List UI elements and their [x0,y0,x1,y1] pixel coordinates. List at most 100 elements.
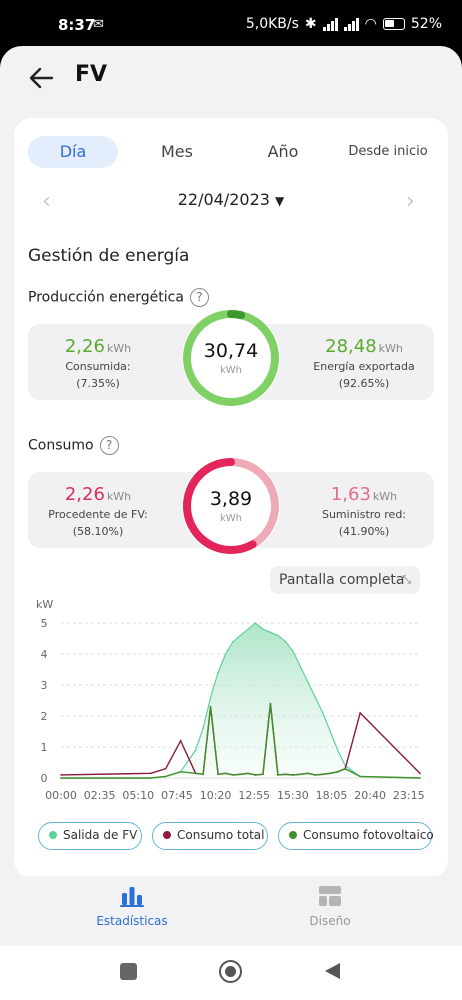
series-pv-output-point [314,696,317,699]
legend-pv-output[interactable]: Salida de FV [38,822,142,850]
fullscreen-button[interactable]: Pantalla completa ⤡ [270,566,420,594]
series-pv-consumption-point [307,772,309,775]
series-pv-output-point [247,628,249,630]
series-pv-consumption-point [149,777,152,779]
consumption-grid-percent: (41.90%) [338,525,390,538]
series-pv-consumption-point [314,774,317,776]
chart-legend: Salida de FV Consumo total Consumo fotov… [38,822,438,850]
production-total-unit: kWh [219,365,243,376]
back-triangle-icon[interactable] [322,961,342,981]
series-total-consumption-point [359,712,361,714]
x-tick-label: 18:05 [316,789,348,802]
series-pv-consumption-point [239,773,242,776]
bluetooth-icon: ✱ [304,16,317,32]
power-chart[interactable]: kW 0 1 2 3 4 5 00:00 02:35 05:10 07:45 10:20 12:55 15… [28,596,438,808]
consumption-grid-unit: kWh [372,490,398,503]
header: FV [0,46,462,116]
series-pv-output-point [277,634,279,637]
production-total-value: 30,74 [203,340,259,362]
consumption-grid-label: Suministro red: [321,508,407,521]
series-pv-output-point [254,622,257,624]
legend-pv-consumption[interactable]: Consumo fotovoltaico [278,822,434,850]
production-ring-consumed [183,310,279,406]
series-pv-consumption-point [284,773,287,776]
series-pv-consumption-point [202,773,204,776]
y-tick-label: 2 [41,710,48,723]
expand-icon: ⤡ [402,573,411,586]
x-tick-label: 23:15 [393,789,425,802]
back-button[interactable] [26,63,60,93]
recents-button[interactable] [120,963,137,980]
home-dot [224,965,236,977]
production-consumed: 2,26 kWh Consumida: (7.35%) [28,336,168,391]
nav-statistics-label: Estadísticas [96,914,168,928]
y-axis-unit: kW [36,598,53,611]
series-pv-consumption-point [217,773,219,776]
help-icon[interactable]: ? [99,436,119,455]
production-consumed-value: 2,26 [64,336,105,357]
consumption-ring: 3,89 kWh [179,454,283,558]
period-tabs: Día Mes Año Desde inicio [28,136,434,168]
statistics-card: Día Mes Año Desde inicio ‹ 22/04/2023 ▼ … [14,118,448,878]
legend-dot-total-consumption [163,831,171,839]
consumption-total-unit: kWh [219,513,243,524]
nav-statistics[interactable]: Estadísticas [62,884,202,928]
chevron-right-icon[interactable]: › [406,189,415,214]
series-total-consumption-point [60,774,62,776]
chevron-left-icon[interactable]: ‹ [42,189,51,214]
production-exported-percent: (92.65%) [338,377,390,390]
series-pv-consumption-point [262,773,264,776]
series-pv-output-point [299,665,302,668]
date-picker[interactable]: 22/04/2023 ▼ [14,190,448,209]
series-pv-output-point [292,650,294,652]
legend-dot-pv-output [49,831,57,839]
tab-since-start[interactable]: Desde inicio [348,144,428,159]
series-total-consumption-point [419,772,421,775]
production-donut [182,309,280,407]
series-pv-output-point [336,749,339,751]
legend-total-consumption[interactable]: Consumo total [152,822,268,850]
home-button[interactable] [219,960,242,983]
series-pv-output-point [202,727,204,730]
bottom-nav: Estadísticas Diseño [0,876,462,946]
consumption-from-pv: 2,26 kWh Procedente de FV: (58.10%) [28,484,168,539]
x-tick-label: 02:35 [84,789,116,802]
nav-layout[interactable]: Diseño [260,884,400,928]
date-selector: ‹ 22/04/2023 ▼ › [14,186,448,216]
nav-layout-label: Diseño [309,914,351,928]
tab-month[interactable]: Mes [161,142,193,161]
series-pv-output-point [224,653,227,655]
production-title-text: Producción energética [28,289,184,306]
series-pv-output-point [194,749,197,751]
series-pv-output-point [209,696,212,699]
legend-pv-consumption-label: Consumo fotovoltaico [303,828,434,842]
consumption-title: Consumo? [28,436,119,455]
status-right: 5,0KB/s ✱ ◠ 52% [246,16,442,32]
production-consumed-unit: kWh [106,342,132,355]
y-tick-label: 0 [41,772,48,785]
series-total-consumption-point [164,767,167,770]
production-total: 30,74 kWh [179,306,283,410]
series-pv-consumption-point [321,773,324,776]
legend-total-consumption-label: Consumo total [177,828,265,842]
series-pv-output-point [321,712,324,714]
consumption-grid-value: 1,63 [330,484,371,505]
series-pv-consumption-point [247,772,249,775]
consumption-pv-unit: kWh [106,490,132,503]
app-screen: FV Día Mes Año Desde inicio ‹ 22/04/2023… [0,46,462,946]
series-pv-output-point [269,631,272,634]
tab-year[interactable]: Año [267,142,299,161]
consumption-donut [182,457,280,555]
x-tick-label: 15:30 [277,789,309,802]
help-icon[interactable]: ? [189,288,209,307]
tab-day[interactable]: Día [28,136,118,168]
section-title: Gestión de energía [28,246,190,266]
y-tick-label: 5 [41,617,48,630]
battery-icon [382,18,405,30]
series-pv-consumption-point [299,773,302,776]
consumption-title-text: Consumo [28,437,94,454]
battery-level: 52% [410,16,442,32]
consumption-ring-pv [183,458,279,554]
x-tick-label: 05:10 [122,789,154,802]
y-tick-label: 1 [41,741,48,754]
